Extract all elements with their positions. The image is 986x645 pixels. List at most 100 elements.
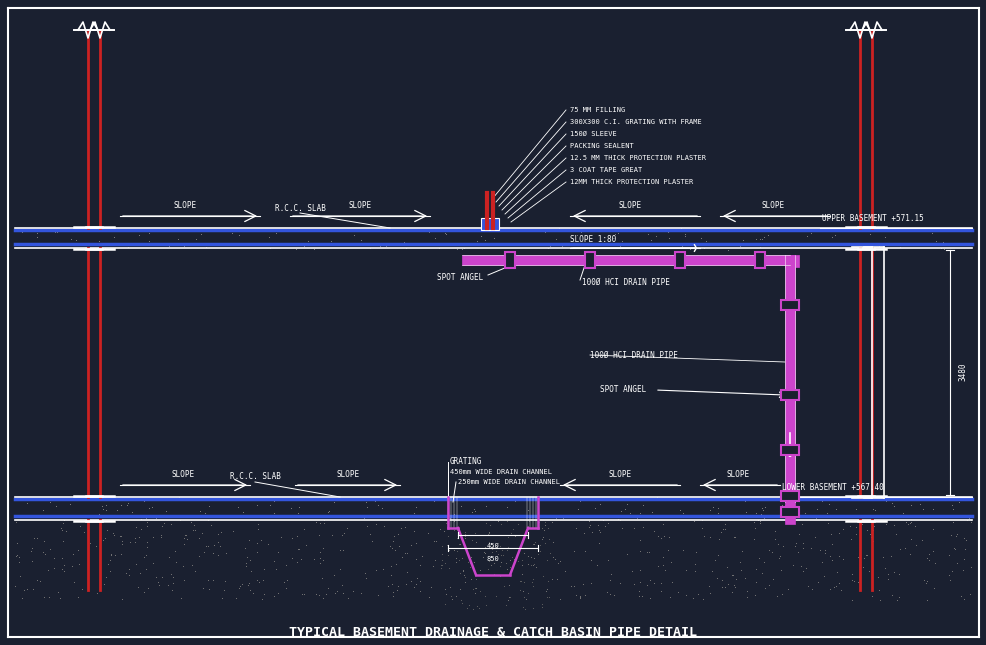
Point bbox=[794, 542, 810, 553]
Point bbox=[526, 553, 541, 564]
Point bbox=[52, 593, 68, 603]
Point bbox=[583, 577, 599, 588]
Point bbox=[747, 563, 763, 573]
Point bbox=[104, 550, 119, 561]
Point bbox=[457, 529, 472, 539]
Bar bbox=[585, 252, 595, 268]
Point bbox=[540, 592, 556, 602]
Point bbox=[392, 522, 408, 533]
Point bbox=[535, 494, 551, 504]
Point bbox=[136, 588, 152, 598]
Point bbox=[597, 521, 612, 531]
Point bbox=[572, 593, 588, 603]
Point bbox=[768, 591, 784, 601]
Point bbox=[518, 594, 533, 604]
Point bbox=[927, 236, 943, 246]
Text: R.C.C. SLAB: R.C.C. SLAB bbox=[274, 204, 325, 212]
Point bbox=[173, 593, 188, 603]
Point bbox=[397, 579, 413, 590]
Point bbox=[130, 582, 146, 592]
Point bbox=[725, 580, 740, 590]
Point bbox=[631, 591, 647, 602]
Point bbox=[455, 599, 470, 609]
Point bbox=[541, 241, 557, 251]
Point bbox=[880, 574, 895, 584]
Point bbox=[166, 571, 181, 582]
Point bbox=[877, 562, 892, 573]
Point bbox=[525, 560, 540, 570]
Point bbox=[105, 528, 120, 538]
Point bbox=[468, 235, 484, 246]
Point bbox=[452, 568, 467, 579]
Bar bbox=[674, 252, 684, 268]
Point bbox=[830, 578, 846, 588]
Point bbox=[597, 510, 612, 521]
Point bbox=[165, 577, 180, 588]
Point bbox=[276, 577, 292, 587]
Point bbox=[132, 568, 148, 578]
Point bbox=[776, 500, 792, 510]
Point bbox=[72, 521, 88, 531]
Point bbox=[727, 582, 742, 593]
Point bbox=[437, 599, 453, 609]
Point bbox=[732, 241, 747, 251]
Point bbox=[906, 521, 922, 531]
Point bbox=[404, 224, 420, 234]
Point bbox=[563, 580, 579, 591]
Point bbox=[459, 224, 475, 234]
Point bbox=[515, 586, 530, 597]
Point bbox=[492, 561, 508, 571]
Point bbox=[498, 558, 514, 568]
Point bbox=[250, 524, 266, 535]
Point bbox=[56, 566, 72, 577]
Point bbox=[467, 582, 483, 593]
Point bbox=[897, 517, 913, 527]
Point bbox=[815, 548, 831, 558]
Point bbox=[506, 553, 522, 564]
Point bbox=[461, 558, 477, 568]
Point bbox=[935, 244, 951, 254]
Point bbox=[306, 553, 321, 564]
Point bbox=[592, 499, 607, 510]
Point bbox=[374, 503, 389, 513]
Point bbox=[225, 228, 241, 238]
Point bbox=[486, 557, 502, 568]
Point bbox=[787, 537, 803, 548]
Point bbox=[395, 237, 411, 247]
Point bbox=[308, 517, 323, 527]
Point bbox=[800, 581, 815, 591]
Point bbox=[334, 588, 350, 598]
Point bbox=[481, 528, 497, 538]
Point bbox=[494, 530, 510, 540]
Point bbox=[461, 562, 477, 572]
Point bbox=[26, 584, 41, 595]
Point bbox=[407, 554, 423, 564]
Point bbox=[355, 513, 371, 523]
Point bbox=[238, 561, 253, 571]
Point bbox=[82, 538, 98, 548]
Point bbox=[540, 575, 556, 586]
Text: 150Ø SLEEVE: 150Ø SLEEVE bbox=[570, 131, 616, 137]
Point bbox=[686, 516, 702, 526]
Point bbox=[187, 566, 203, 576]
Point bbox=[156, 510, 172, 521]
Point bbox=[173, 511, 188, 522]
Point bbox=[205, 575, 221, 585]
Point bbox=[771, 495, 787, 505]
Point bbox=[517, 511, 532, 522]
Point bbox=[567, 590, 583, 600]
Point bbox=[241, 535, 256, 545]
Point bbox=[323, 530, 339, 541]
Point bbox=[536, 517, 552, 527]
Point bbox=[716, 524, 732, 534]
Point bbox=[918, 579, 934, 589]
Point bbox=[589, 520, 604, 530]
Point bbox=[823, 539, 839, 550]
Point bbox=[334, 530, 350, 541]
Point bbox=[878, 496, 893, 506]
Point bbox=[441, 562, 457, 573]
Point bbox=[701, 531, 717, 542]
Point bbox=[847, 528, 863, 539]
Point bbox=[810, 577, 825, 587]
Point bbox=[514, 561, 529, 571]
